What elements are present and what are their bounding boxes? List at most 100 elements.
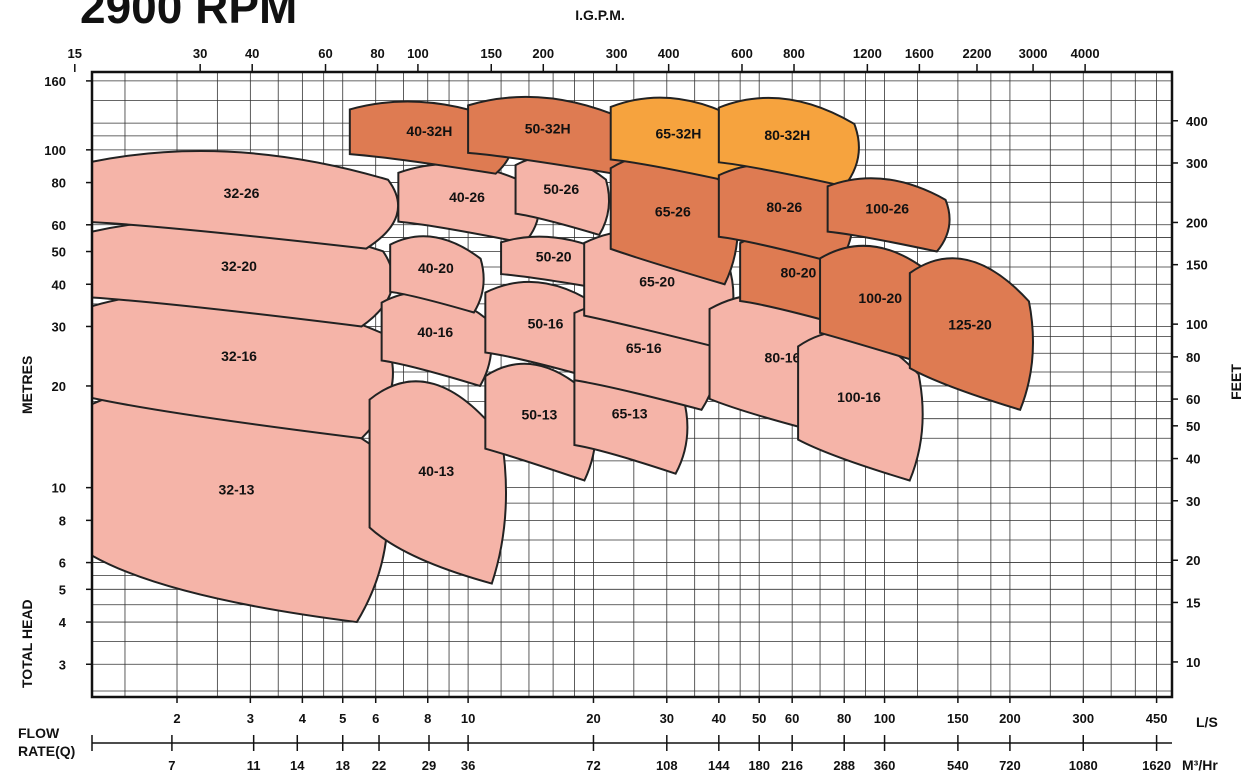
right-axis: 400 300 200 150 100 80 60 50 40 30 20 15 10 (1172, 114, 1208, 670)
top-tick-label: 150 (480, 46, 502, 61)
left-tick-label: 160 (44, 74, 66, 89)
m3hr-tick-label: 72 (586, 758, 600, 773)
left-tick-label: 5 (59, 582, 66, 597)
top-tick-label: 800 (783, 46, 805, 61)
left-tick-label: 80 (52, 176, 66, 191)
top-tick-label: 80 (370, 46, 384, 61)
right-tick-label: 400 (1186, 114, 1208, 129)
right-tick-label: 60 (1186, 392, 1200, 407)
region-label-32-16: 32-16 (221, 348, 257, 364)
ls-tick-label: 40 (712, 711, 726, 726)
region-label-80-26: 80-26 (766, 199, 802, 215)
right-tick-label: 100 (1186, 317, 1208, 332)
ls-tick-label: 5 (339, 711, 346, 726)
region-label-50-26: 50-26 (543, 181, 579, 197)
top-tick-label: 1600 (905, 46, 934, 61)
rate-label: RATE(Q) (18, 743, 75, 759)
m3hr-tick-label: 1080 (1069, 758, 1098, 773)
ls-tick-label: 300 (1072, 711, 1094, 726)
left-tick-label: 10 (52, 481, 66, 496)
ls-tick-label: 50 (752, 711, 766, 726)
m3hr-tick-label: 720 (999, 758, 1021, 773)
ls-tick-label: 20 (586, 711, 600, 726)
ls-tick-label: 4 (299, 711, 307, 726)
region-40-20 (389, 235, 485, 314)
m3hr-tick-label: 1620 (1142, 758, 1171, 773)
region-label-40-16: 40-16 (417, 324, 453, 340)
m3hr-tick-label: 360 (874, 758, 896, 773)
right-tick-label: 10 (1186, 655, 1200, 670)
ls-tick-label: 10 (461, 711, 475, 726)
region-label-100-26: 100-26 (865, 200, 909, 216)
top-tick-label: 60 (318, 46, 332, 61)
top-tick-label: 2200 (963, 46, 992, 61)
right-tick-label: 20 (1186, 553, 1200, 568)
top-axis: 15 30 40 60 80 100 150 200 300 400 600 800 1200 1600 2… (68, 46, 1100, 72)
region-label-32-26: 32-26 (224, 185, 260, 201)
region-label-80-16: 80-16 (765, 350, 801, 366)
left-tick-label: 60 (52, 218, 66, 233)
m3hr-tick-label: 144 (708, 758, 730, 773)
top-tick-label: 300 (606, 46, 628, 61)
region-label-40-20: 40-20 (418, 260, 454, 276)
right-axis-label: FEET (1228, 364, 1244, 400)
ls-tick-label: 200 (999, 711, 1021, 726)
ls-tick-label: 100 (874, 711, 896, 726)
m3hr-tick-label: 11 (247, 758, 261, 773)
top-tick-label: 15 (68, 46, 82, 61)
ls-tick-label: 60 (785, 711, 799, 726)
flow-label: FLOW (18, 725, 60, 741)
region-label-80-32H: 80-32H (764, 127, 810, 143)
plot-frame (90, 70, 1174, 699)
left-axis-label-metres: METRES (19, 356, 35, 414)
right-tick-label: 200 (1186, 215, 1208, 230)
top-tick-label: 3000 (1019, 46, 1048, 61)
top-tick-label: 600 (731, 46, 753, 61)
right-tick-label: 40 (1186, 452, 1200, 467)
ls-tick-label: 80 (837, 711, 851, 726)
m3hr-tick-label: 36 (461, 758, 475, 773)
top-tick-label: 200 (532, 46, 554, 61)
region-label-65-13: 65-13 (612, 406, 648, 422)
top-tick-label: 40 (245, 46, 259, 61)
region-label-65-20: 65-20 (639, 273, 675, 289)
top-axis-label: I.G.P.M. (575, 7, 625, 23)
chart-title: 2900 RPM (80, 0, 298, 33)
ls-tick-label: 6 (372, 711, 379, 726)
m3hr-tick-label: 180 (748, 758, 770, 773)
region-label-65-26: 65-26 (655, 203, 691, 219)
region-100-26 (826, 177, 951, 253)
m3hr-tick-label: 540 (947, 758, 969, 773)
m3hr-tick-label: 216 (781, 758, 803, 773)
region-label-65-32H: 65-32H (655, 125, 701, 141)
region-40-13 (368, 380, 507, 585)
right-tick-label: 300 (1186, 156, 1208, 171)
ls-tick-label: 2 (173, 711, 180, 726)
right-tick-label: 80 (1186, 350, 1200, 365)
ls-tick-label: 450 (1146, 711, 1168, 726)
region-label-100-20: 100-20 (858, 290, 902, 306)
left-tick-label: 3 (59, 657, 66, 672)
ls-unit-label: L/S (1196, 714, 1218, 730)
m3hr-tick-label: 14 (290, 758, 305, 773)
m3hr-unit-label: M³/Hr (1182, 757, 1218, 773)
top-tick-label: 100 (407, 46, 429, 61)
right-tick-label: 150 (1186, 258, 1208, 273)
pump-regions: 32-13 32-16 32-20 32-26 40-13 40-16 40-20 40-26… (92, 95, 1034, 624)
left-tick-label: 30 (52, 319, 66, 334)
region-32-26 (92, 150, 399, 250)
region-label-32-13: 32-13 (219, 481, 255, 497)
region-label-125-20: 125-20 (948, 317, 992, 333)
top-tick-label: 1200 (853, 46, 882, 61)
left-tick-label: 4 (59, 615, 67, 630)
region-label-50-32H: 50-32H (525, 121, 571, 137)
left-tick-label: 100 (44, 143, 66, 158)
region-label-40-13: 40-13 (418, 463, 454, 479)
ls-tick-label: 8 (424, 711, 431, 726)
left-axis-label-total-head: TOTAL HEAD (19, 599, 35, 688)
right-tick-label: 30 (1186, 494, 1200, 509)
left-axis: 160 100 80 60 50 40 30 20 10 8 6 5 4 3 (44, 74, 92, 672)
right-tick-label: 15 (1186, 595, 1200, 610)
region-label-40-26: 40-26 (449, 189, 485, 205)
